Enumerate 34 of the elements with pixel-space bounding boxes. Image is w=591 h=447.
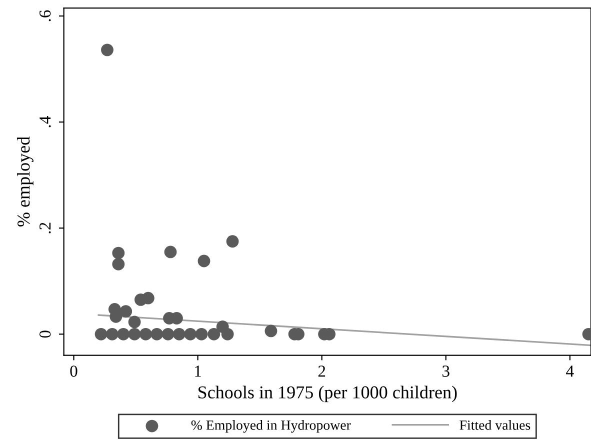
point (112, 258, 125, 270)
point (150, 328, 164, 340)
x-tick-label: 4 (566, 366, 574, 377)
point (106, 328, 118, 340)
legend-label: Fitted values (460, 420, 530, 430)
x-axis-title: Schools in 1975 (per 1000 children) (198, 386, 457, 402)
y-tick-label: .4 (40, 116, 51, 128)
point (128, 316, 141, 328)
y-axis-title: % employed (17, 136, 34, 226)
point (120, 305, 132, 318)
x-tick-label: 2 (318, 366, 326, 377)
x-tick-label: 3 (442, 366, 450, 377)
point (172, 328, 186, 340)
x-tick-label: 1 (195, 366, 201, 377)
point (117, 328, 130, 340)
point (139, 328, 152, 340)
point (195, 328, 208, 340)
point (208, 328, 220, 340)
point (184, 328, 197, 340)
point (226, 235, 239, 248)
point (162, 328, 174, 340)
x-tick-label: 0 (70, 366, 78, 377)
y-tick-label: .6 (40, 10, 51, 22)
legend-label: % Employed in Hydropower (191, 420, 351, 433)
point (128, 328, 141, 340)
point (221, 328, 234, 340)
point (264, 324, 278, 338)
y-tick-label: .2 (40, 222, 51, 234)
point (164, 246, 177, 258)
point (198, 254, 210, 268)
point (101, 44, 114, 56)
y-tick-label: 0 (39, 330, 51, 338)
point (94, 328, 108, 340)
point (112, 246, 125, 260)
